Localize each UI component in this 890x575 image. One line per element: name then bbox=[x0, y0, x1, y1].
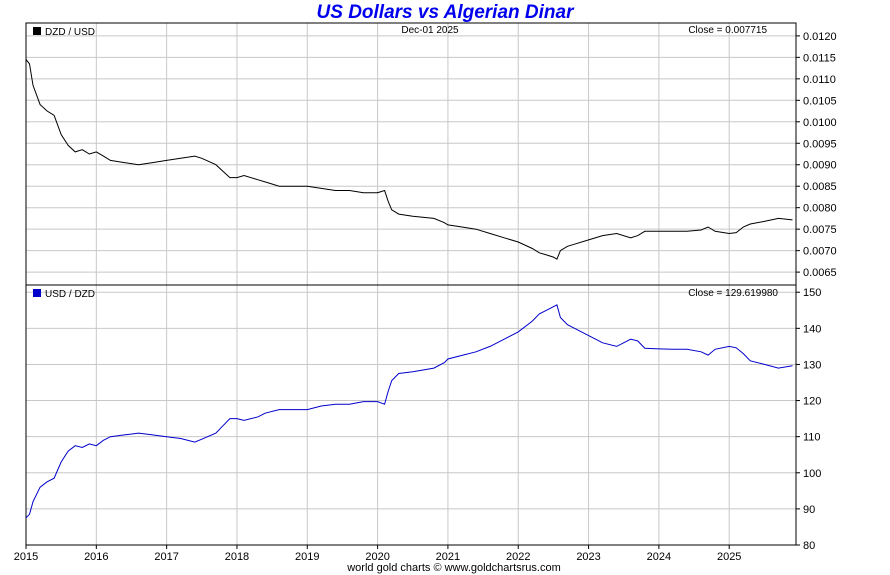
bottom-series-line bbox=[25, 304, 793, 519]
top-y-tick-label: 0.0085 bbox=[803, 181, 837, 193]
bottom-panel-y-axis: 80 90 100 110 120 130 140 150 bbox=[796, 287, 821, 552]
bottom-panel-grid bbox=[26, 285, 796, 546]
bottom-legend-label: USD / DZD bbox=[45, 289, 95, 300]
top-series-line bbox=[25, 59, 793, 260]
page-title: US Dollars vs Algerian Dinar bbox=[316, 2, 574, 23]
x-tick-label: 2017 bbox=[154, 551, 178, 563]
x-tick-label: 2023 bbox=[576, 551, 600, 563]
top-legend-swatch bbox=[33, 27, 41, 35]
x-tick-label: 2021 bbox=[436, 551, 460, 563]
bottom-y-tick-label: 120 bbox=[803, 396, 821, 408]
top-date-label: Dec-01 2025 bbox=[401, 25, 459, 36]
x-tick-label: 2022 bbox=[506, 551, 530, 563]
top-y-tick-label: 0.0105 bbox=[803, 95, 837, 107]
top-panel-frame bbox=[25, 22, 797, 286]
top-y-tick-label: 0.0075 bbox=[803, 224, 837, 236]
top-y-tick-label: 0.0110 bbox=[803, 74, 836, 86]
footer-credit: world gold charts © www.goldchartsrus.co… bbox=[347, 562, 561, 574]
bottom-y-tick-label: 110 bbox=[803, 432, 821, 444]
bottom-y-tick-label: 100 bbox=[803, 468, 821, 480]
top-panel-grid bbox=[26, 23, 796, 285]
top-y-tick-label: 0.0095 bbox=[803, 138, 837, 150]
bottom-legend-swatch bbox=[33, 289, 41, 297]
top-panel-y-axis: 0.0065 0.0070 0.0075 0.0080 0.0085 0.0090 0.00… bbox=[796, 31, 837, 279]
bottom-y-tick-label: 140 bbox=[803, 323, 821, 335]
top-y-tick-label: 0.0100 bbox=[803, 117, 837, 129]
x-tick-label: 2016 bbox=[84, 551, 108, 563]
x-axis: 2015 2016 2017 2018 2019 2020 2021 2022 2023 2024… bbox=[14, 545, 741, 563]
x-tick-label: 2025 bbox=[717, 551, 741, 563]
top-y-tick-label: 0.0120 bbox=[803, 31, 837, 43]
x-tick-label: 2015 bbox=[14, 551, 38, 563]
bottom-y-tick-label: 80 bbox=[803, 540, 815, 552]
x-tick-label: 2018 bbox=[225, 551, 249, 563]
top-y-tick-label: 0.0065 bbox=[803, 267, 837, 279]
bottom-close-label: Close = 129.619980 bbox=[688, 288, 778, 299]
top-y-tick-label: 0.0080 bbox=[803, 203, 837, 215]
top-y-tick-label: 0.0090 bbox=[803, 160, 837, 172]
bottom-y-tick-label: 130 bbox=[803, 359, 821, 371]
x-tick-label: 2019 bbox=[295, 551, 319, 563]
bottom-y-tick-label: 90 bbox=[803, 504, 815, 516]
x-tick-label: 2020 bbox=[365, 551, 389, 563]
x-tick-label: 2024 bbox=[647, 551, 671, 563]
bottom-y-tick-label: 150 bbox=[803, 287, 821, 299]
top-y-tick-label: 0.0115 bbox=[803, 52, 836, 64]
bottom-panel-frame bbox=[25, 284, 797, 546]
top-legend-label: DZD / USD bbox=[45, 27, 95, 38]
top-close-label: Close = 0.007715 bbox=[688, 25, 767, 36]
top-y-tick-label: 0.0070 bbox=[803, 246, 837, 258]
